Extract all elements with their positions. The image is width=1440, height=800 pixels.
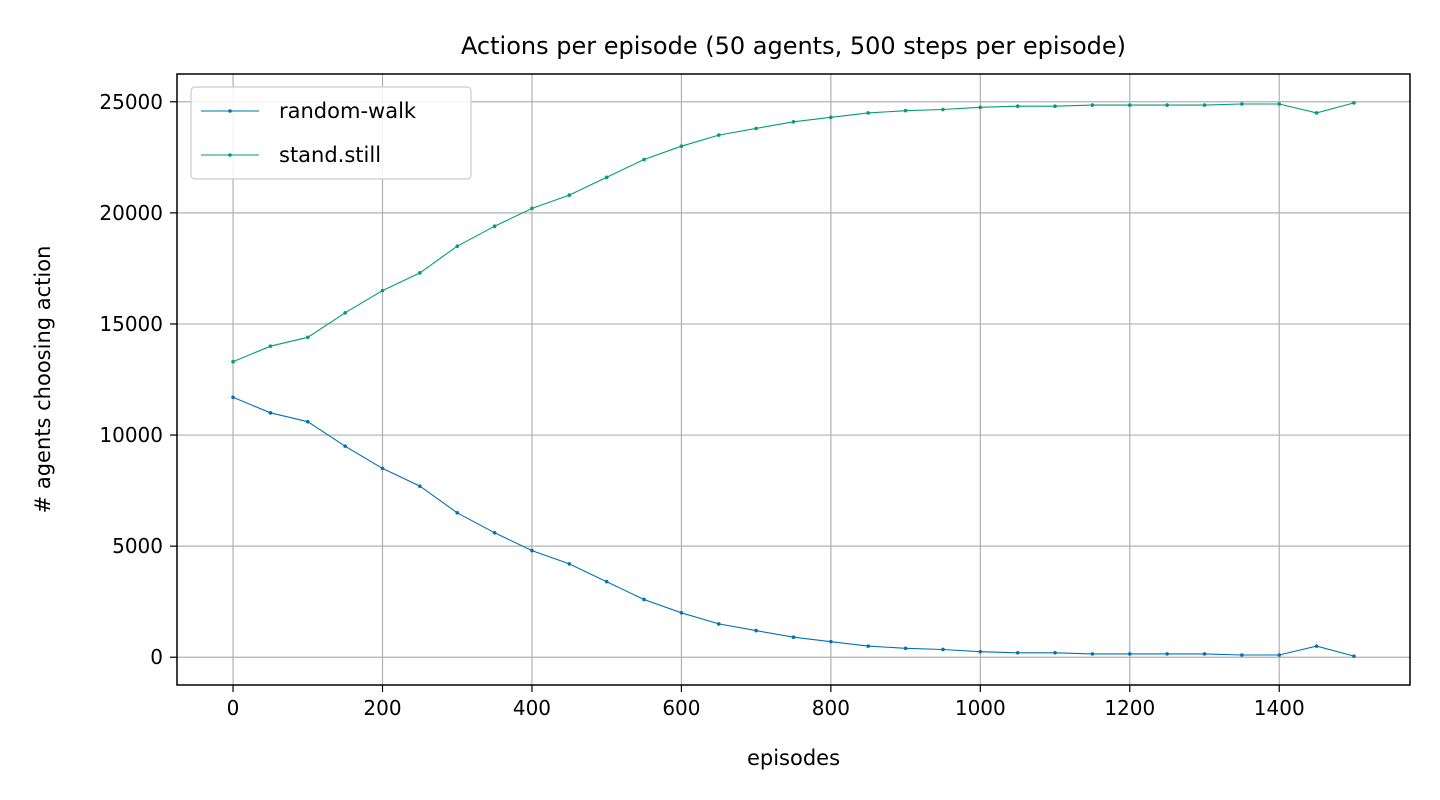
data-point [1352, 654, 1356, 658]
legend-label: random-walk [279, 99, 417, 123]
data-point [604, 579, 609, 584]
data-point [829, 639, 833, 644]
data-point [1127, 652, 1132, 656]
data-point [530, 206, 534, 211]
data-point [866, 111, 871, 115]
data-point [305, 335, 310, 340]
data-point [679, 610, 684, 615]
data-point [903, 108, 908, 113]
x-tick-label: 1200 [1104, 696, 1155, 720]
y-axis-label: # agents choosing action [31, 246, 55, 514]
data-point [941, 107, 945, 112]
y-tick-label: 25000 [99, 90, 163, 114]
y-tick-label: 20000 [99, 201, 163, 225]
x-tick-label: 1000 [955, 696, 1006, 720]
data-point [903, 646, 908, 651]
data-point [716, 133, 721, 137]
data-point [1053, 650, 1057, 655]
data-point [380, 288, 385, 293]
data-point [1314, 111, 1319, 115]
data-point [829, 115, 833, 120]
data-point [1090, 652, 1095, 656]
data-point [941, 647, 945, 652]
data-point [268, 411, 273, 415]
grid-lines [177, 74, 1410, 685]
series-stand.still [231, 101, 1356, 364]
legend-box [190, 86, 472, 180]
data-point [1127, 103, 1132, 107]
data-point [679, 144, 684, 149]
y-tick-label: 5000 [112, 534, 163, 558]
data-point [231, 395, 235, 400]
series-line [232, 396, 1355, 657]
x-tick-label: 1400 [1254, 696, 1305, 720]
data-point [1165, 103, 1169, 107]
x-tick-label: 800 [812, 696, 850, 720]
data-point [1015, 104, 1020, 109]
series-random-walk [231, 395, 1356, 658]
chart-title: Actions per episode (50 agents, 500 step… [461, 32, 1126, 60]
data-point [791, 119, 796, 124]
data-point [492, 531, 497, 535]
series-layer [231, 101, 1356, 658]
data-point [1202, 103, 1207, 107]
legend-item: random-walk [201, 99, 417, 123]
legend-label: stand.still [279, 143, 381, 167]
data-point [1314, 644, 1319, 648]
plot-frame [176, 73, 1411, 686]
data-point [754, 628, 758, 633]
data-point [343, 444, 347, 448]
data-point [716, 622, 721, 626]
data-point [380, 466, 385, 471]
data-point [455, 511, 460, 515]
legend-marker [228, 109, 232, 113]
data-point [978, 649, 983, 654]
x-tick-label: 200 [363, 696, 401, 720]
legend-marker [228, 153, 232, 157]
data-point [791, 635, 796, 640]
data-point [1015, 650, 1020, 655]
x-tick-label: 600 [662, 696, 700, 720]
data-point [642, 597, 646, 602]
data-point [567, 193, 572, 197]
x-axis-label: episodes [747, 746, 840, 770]
data-point [343, 311, 347, 315]
data-point [978, 105, 983, 110]
data-point [1240, 653, 1244, 657]
y-tick-label: 15000 [99, 312, 163, 336]
data-point [1090, 103, 1095, 107]
data-point [418, 484, 422, 488]
data-point [305, 419, 310, 424]
data-point [1352, 101, 1356, 105]
data-point [1277, 102, 1282, 106]
data-point [1165, 652, 1169, 656]
data-point [455, 244, 460, 248]
data-point [1240, 102, 1244, 106]
data-point [1277, 653, 1282, 657]
data-point [604, 175, 609, 180]
data-point [1053, 104, 1057, 109]
legend: random-walk stand.still [190, 86, 472, 180]
data-point [642, 157, 646, 162]
tick-layer: 0 200 400 600 800 1000 1200 1400 0 5000 10000 15000… [99, 90, 1304, 720]
legend-item: stand.still [201, 143, 381, 167]
data-point [492, 224, 497, 228]
data-point [754, 126, 758, 131]
x-tick-label: 0 [227, 696, 240, 720]
y-tick-label: 10000 [99, 423, 163, 447]
data-point [866, 644, 871, 648]
data-point [530, 548, 534, 553]
data-point [1202, 652, 1207, 656]
data-point [231, 359, 235, 364]
x-tick-label: 400 [513, 696, 551, 720]
data-point [567, 562, 572, 566]
y-tick-label: 0 [150, 645, 163, 669]
data-point [268, 344, 273, 348]
data-point [418, 271, 422, 275]
